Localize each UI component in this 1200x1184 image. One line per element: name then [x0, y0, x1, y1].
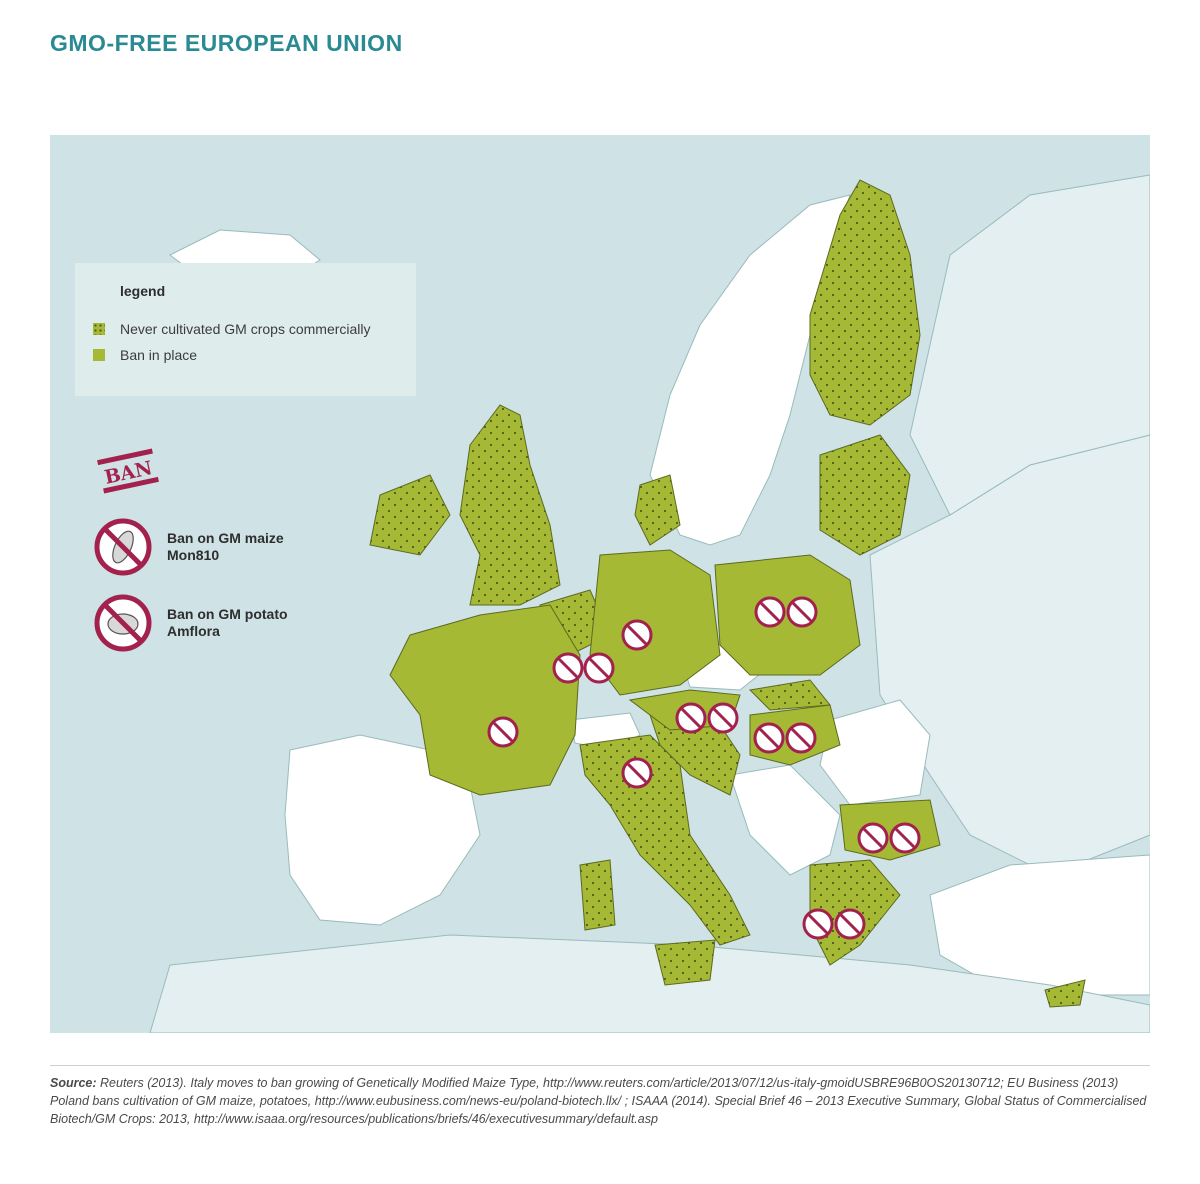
ban-key-maize: Ban on GM maize Mon810: [93, 517, 284, 577]
romania-land: [819, 699, 931, 806]
legend-item-label: Never cultivated GM crops commercially: [120, 321, 371, 337]
legend-item-label: Ban in place: [120, 347, 198, 363]
ban-marker-italy-maize: [621, 757, 653, 789]
turkey-land: [929, 854, 1150, 996]
solid-green-swatch: [93, 349, 105, 361]
ban-marker-austria-potato: [707, 702, 739, 734]
iberia-land: [284, 734, 481, 926]
germany-land: [589, 549, 721, 696]
slovakia-land: [748, 679, 831, 711]
russia-north-land: [909, 174, 1150, 516]
ban-stamp-logo: BAN: [96, 448, 160, 494]
legend-item-never-cultivated: Never cultivated GM crops commercially: [93, 321, 371, 337]
ban-marker-benelux-maize: [552, 652, 584, 684]
europe-map: [50, 135, 1150, 1033]
ban-marker-hungary-potato: [785, 722, 817, 754]
denmark-land: [634, 474, 681, 546]
ban-marker-austria-maize: [675, 702, 707, 734]
ban-key-label: Ban on GM potato: [167, 606, 288, 622]
sicily-land: [654, 939, 716, 986]
ban-marker-poland-maize: [754, 596, 786, 628]
ban-markers: [487, 596, 921, 940]
ireland-land: [369, 474, 451, 556]
no-potato-icon: [94, 594, 152, 652]
ban-key-potato: Ban on GM potato Amflora: [93, 593, 288, 653]
baltics-land: [819, 434, 911, 556]
page-title: GMO-FREE EUROPEAN UNION: [50, 30, 403, 56]
finland-land: [809, 179, 921, 426]
ban-marker-greece-potato: [834, 908, 866, 940]
france-land: [389, 604, 581, 796]
ban-key-sublabel: Amflora: [167, 623, 220, 639]
bulgaria-land: [839, 799, 941, 861]
ban-marker-bulgaria-maize: [857, 822, 889, 854]
sardinia-land: [579, 859, 616, 931]
ban-marker-france-maize: [487, 716, 519, 748]
ban-key-sublabel: Mon810: [167, 547, 220, 563]
ban-marker-benelux-potato: [583, 652, 615, 684]
ban-key-label: Ban on GM maize: [167, 530, 284, 546]
dotted-green-swatch: [93, 323, 105, 335]
ban-marker-poland-potato: [786, 596, 818, 628]
ban-marker-greece-maize: [802, 908, 834, 940]
ban-marker-hungary-maize: [753, 722, 785, 754]
uk-land: [459, 404, 561, 606]
legend: legend Never cultivated GM crops commerc…: [75, 263, 416, 396]
ban-marker-germany-maize: [621, 619, 653, 651]
source-label: Source:: [50, 1076, 97, 1090]
source-note: Source: Reuters (2013). Italy moves to b…: [50, 1065, 1150, 1128]
no-maize-icon: [94, 518, 152, 576]
source-text: Reuters (2013). Italy moves to ban growi…: [50, 1076, 1147, 1126]
north-africa-land: [149, 934, 1150, 1033]
cyprus-land: [1044, 979, 1086, 1008]
legend-item-ban-in-place: Ban in place: [93, 347, 197, 363]
balkans-land: [729, 764, 841, 876]
ban-marker-bulgaria-potato: [889, 822, 921, 854]
legend-title: legend: [120, 283, 166, 299]
